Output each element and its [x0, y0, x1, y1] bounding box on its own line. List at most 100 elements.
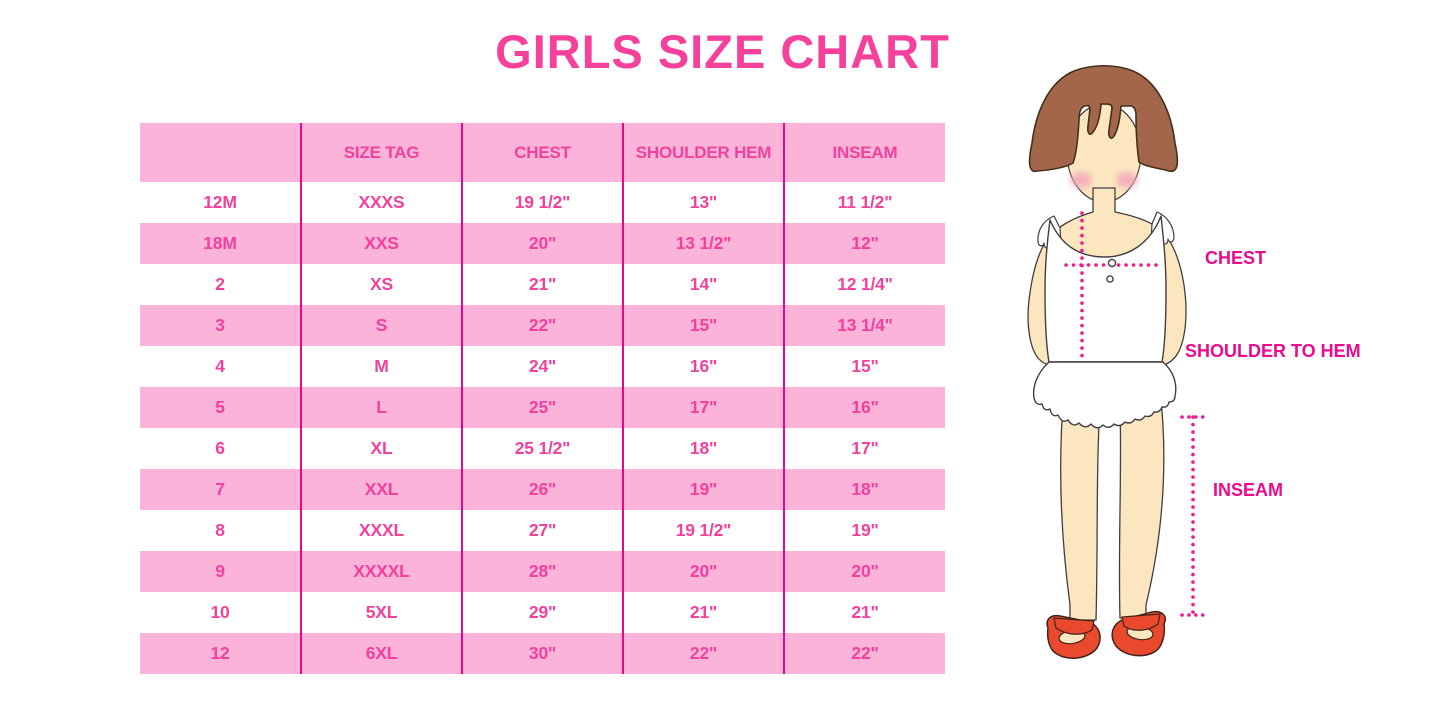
table-cell: 21" [783, 592, 945, 633]
table-cell: 13 1/4" [783, 305, 945, 346]
table-cell: 22" [783, 633, 945, 674]
table-row: 9 XXXXL 28" 20" 20" [140, 551, 945, 592]
column-header [140, 123, 301, 182]
table-row: 6 XL 25 1/2" 18" 17" [140, 428, 945, 469]
table-cell: S [300, 305, 462, 346]
table-cell: 20" [622, 551, 784, 592]
girl-leg-right [1118, 389, 1165, 619]
table-cell: 14" [622, 264, 784, 305]
table-cell: 2 [215, 274, 225, 294]
table-cell: XXXXL [300, 551, 462, 592]
header-row: SIZE TAG CHEST SHOULDER HEM INSEAM [140, 123, 945, 182]
table-cell: 4 [215, 356, 225, 376]
table-cell: 15" [783, 346, 945, 387]
table-cell: 5XL [300, 592, 462, 633]
table-cell: XXL [300, 469, 462, 510]
table-cell: 15" [622, 305, 784, 346]
table-row: 2 XS 21" 14" 12 1/4" [140, 264, 945, 305]
table-cell: 8 [215, 520, 225, 540]
table-row: 12M XXXS 19 1/2" 13" 11 1/2" [140, 182, 945, 223]
table-cell: 20" [783, 551, 945, 592]
table-cell: 19 1/2" [461, 182, 623, 223]
table-row: 7 XXL 26" 19" 18" [140, 469, 945, 510]
girl-hair [1028, 64, 1179, 173]
girl-leg-left [1059, 391, 1101, 621]
table-row: 18M XXS 20" 13 1/2" 12" [140, 223, 945, 264]
table-cell: 29" [461, 592, 623, 633]
table-cell: 17" [622, 387, 784, 428]
table-cell: 25 1/2" [461, 428, 623, 469]
column-header: CHEST [461, 123, 623, 182]
girl-shoes [1046, 610, 1166, 659]
table-row: 4 M 24" 16" 15" [140, 346, 945, 387]
table-cell: XS [300, 264, 462, 305]
table-body: 12M XXXS 19 1/2" 13" 11 1/2" 18M XXS 20" 13 1/2"… [140, 182, 945, 674]
girl-face [1066, 103, 1142, 203]
page-title: GIRLS SIZE CHART [495, 25, 950, 78]
table-cell: 16" [783, 387, 945, 428]
blush-left [1070, 172, 1092, 188]
shoulder-to-hem-label: SHOULDER TO HEM [1185, 341, 1361, 361]
chest-label: CHEST [1205, 248, 1267, 268]
table-row: 10 5XL 29" 21" 21" [140, 592, 945, 633]
table-cell: 12 1/4" [783, 264, 945, 305]
table-cell: 22" [461, 305, 623, 346]
table-cell: XXXS [300, 182, 462, 223]
table-cell: 24" [461, 346, 623, 387]
table-cell: 7 [215, 479, 225, 499]
table-cell: 27" [461, 510, 623, 551]
table-cell: L [300, 387, 462, 428]
table-cell: 25" [461, 387, 623, 428]
table-cell: 9 [215, 561, 225, 581]
table-cell: 17" [783, 428, 945, 469]
table-header: SIZE TAG CHEST SHOULDER HEM INSEAM [140, 123, 945, 182]
table-cell: M [300, 346, 462, 387]
table-cell: 18" [783, 469, 945, 510]
table-cell: 26" [461, 469, 623, 510]
table-cell: 12M [203, 192, 237, 212]
girl-illustration [1027, 64, 1206, 659]
girl-blouse [1044, 215, 1167, 363]
shoulder-ruffle-right [1150, 211, 1175, 247]
table-cell: XXS [300, 223, 462, 264]
table-cell: 19" [783, 510, 945, 551]
girl-arms [1027, 187, 1187, 368]
table-row: 5 L 25" 17" 16" [140, 387, 945, 428]
table-cell: 18" [622, 428, 784, 469]
inseam-measure-line [1180, 415, 1206, 617]
table-cell: 20" [461, 223, 623, 264]
table-cell: 21" [622, 592, 784, 633]
table-cell: 21" [461, 264, 623, 305]
table-cell: 13 1/2" [622, 223, 784, 264]
table-cell: 11 1/2" [783, 182, 945, 223]
table-row: 12 6XL 30" 22" 22" [140, 633, 945, 674]
table-cell: XL [300, 428, 462, 469]
column-header: INSEAM [783, 123, 945, 182]
table-cell: 28" [461, 551, 623, 592]
column-header: SHOULDER HEM [622, 123, 784, 182]
table-cell: 30" [461, 633, 623, 674]
girl-skirt [1032, 361, 1177, 429]
table-cell: 19" [622, 469, 784, 510]
column-header: SIZE TAG [300, 123, 462, 182]
table-cell: XXXL [300, 510, 462, 551]
table-cell: 12 [210, 643, 230, 663]
table-cell: 12" [783, 223, 945, 264]
table-cell: 6 [215, 438, 225, 458]
girls-size-table: SIZE TAG CHEST SHOULDER HEM INSEAM 12M XXXS 1… [140, 123, 945, 674]
shoulder-ruffle-left [1037, 215, 1062, 251]
table-row: 8 XXXL 27" 19 1/2" 19" [140, 510, 945, 551]
table-cell: 18M [203, 233, 237, 253]
table-cell: 16" [622, 346, 784, 387]
table-cell: 6XL [300, 633, 462, 674]
inseam-label: INSEAM [1213, 480, 1284, 500]
table-cell: 10 [210, 602, 230, 622]
table-row: 3 S 22" 15" 13 1/4" [140, 305, 945, 346]
table-cell: 13" [622, 182, 784, 223]
blush-right [1116, 172, 1138, 188]
blouse-buttons [1106, 258, 1117, 283]
table-cell: 5 [215, 397, 225, 417]
table-cell: 22" [622, 633, 784, 674]
table-cell: 19 1/2" [622, 510, 784, 551]
